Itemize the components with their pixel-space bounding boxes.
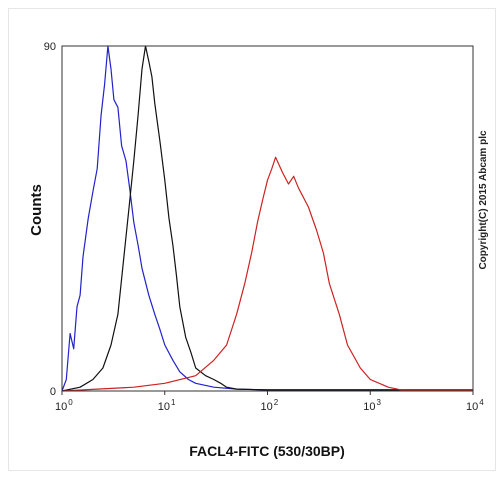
y-axis-title: Counts [28,184,45,236]
copyright-annotation: Copyright(C) 2015 Abcam plc [478,130,489,270]
y-tick-label-0: 0 [50,386,56,398]
x-axis-title: FACL4-FITC (530/30BP) [189,443,345,459]
x-tick-label-0: 100 [55,398,73,413]
x-tick-label-4: 104 [466,398,484,413]
chart-frame [8,8,496,471]
histogram-series-1 [61,45,473,392]
series-layer [61,45,473,392]
tick-layer: 100 101 102 103 104 0 90 [44,41,485,413]
x-tick-label-3: 103 [363,398,381,413]
x-tick-label-2: 102 [261,398,279,413]
x-tick-label-1: 101 [158,398,176,413]
y-tick-label-1: 90 [44,41,56,53]
histogram-series-2 [61,45,473,392]
histogram-series-3 [61,156,473,392]
plot-area-border [61,45,474,392]
